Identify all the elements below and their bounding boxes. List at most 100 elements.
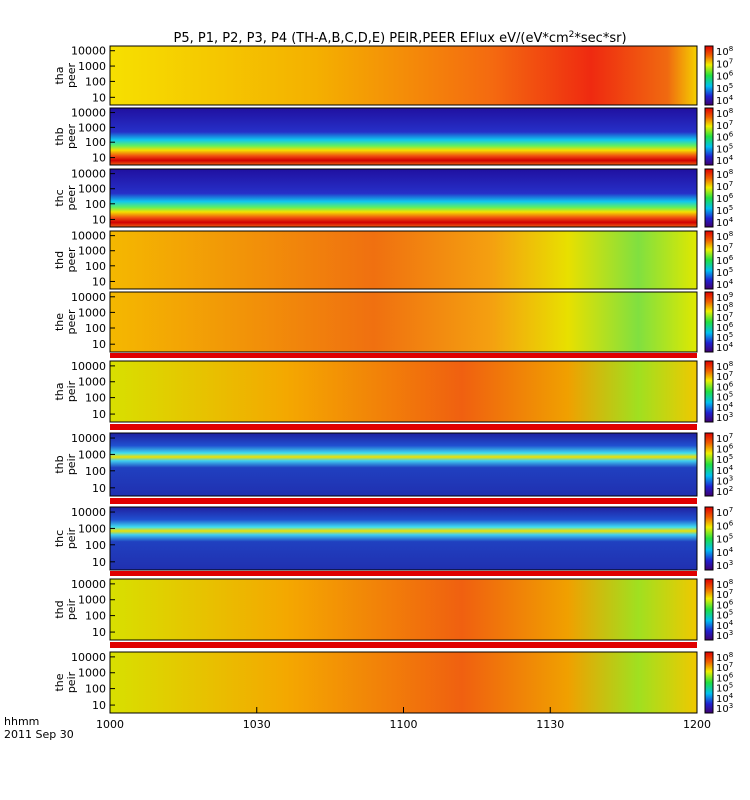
mode-flag-bar [110, 571, 697, 576]
colorbar [704, 230, 714, 290]
colorbar-tick-label: 105 [716, 266, 733, 279]
colorbar-tick-label: 108 [716, 651, 733, 664]
colorbar-tick-label: 102 [716, 485, 733, 498]
colorbar-tick-label: 106 [716, 519, 734, 532]
y-label-probe: thc [53, 189, 66, 206]
y-tick-label: 1000 [78, 667, 106, 680]
y-tick-label: 100 [85, 322, 106, 335]
y-tick-label: 10 [92, 626, 106, 639]
mode-flag-bar [110, 424, 697, 430]
colorbar-tick-label: 106 [716, 443, 734, 456]
x-tick-label: 1100 [390, 718, 418, 731]
y-tick-label: 10000 [71, 230, 106, 243]
y-tick-label: 100 [85, 136, 106, 149]
colorbar [704, 291, 714, 353]
colorbar-tick-label: 104 [716, 216, 734, 229]
y-label-probe: thd [53, 600, 66, 618]
y-tick-label: 10000 [71, 360, 106, 373]
y-tick-label: 100 [85, 465, 106, 478]
colorbar-tick-label: 104 [716, 619, 734, 632]
y-label-instrument: peer [65, 124, 78, 150]
y-tick-label: 10000 [71, 45, 106, 58]
colorbar-tick-label: 104 [716, 692, 734, 705]
y-tick-label: 10000 [71, 651, 106, 664]
colorbar [704, 168, 714, 228]
colorbar-tick-label: 108 [716, 578, 733, 591]
y-tick-label: 10 [92, 152, 106, 165]
colorbar-tick-label: 106 [716, 598, 734, 611]
y-tick-label: 10 [92, 408, 106, 421]
y-tick-label: 10 [92, 482, 106, 495]
x-origin-label: hhmm [4, 715, 39, 728]
y-label-probe: thb [53, 455, 66, 473]
y-tick-label: 100 [85, 392, 106, 405]
y-tick-label: 10 [92, 338, 106, 351]
colorbar-tick-label: 103 [716, 474, 733, 487]
colorbar-tick-label: 107 [716, 588, 733, 601]
mode-flag-bar [110, 642, 697, 648]
colorbar [704, 578, 714, 641]
y-label-instrument: peir [65, 671, 78, 693]
colorbar-tick-label: 107 [716, 57, 733, 70]
y-label-instrument: peer [65, 63, 78, 89]
y-label-probe: the [53, 313, 66, 331]
y-tick-label: 1000 [78, 121, 106, 134]
colorbar-tick-label: 108 [716, 360, 733, 373]
colorbar-tick-label: 108 [716, 168, 733, 181]
y-tick-label: 10000 [71, 432, 106, 445]
mode-flag-bar [110, 498, 697, 504]
colorbar [704, 432, 714, 497]
colorbar-tick-label: 104 [716, 546, 734, 559]
colorbar-tick-label: 107 [716, 242, 733, 255]
y-tick-label: 1000 [78, 376, 106, 389]
spectrogram-image [109, 506, 698, 571]
colorbar [704, 45, 714, 106]
spectrogram-image [109, 432, 698, 497]
colorbar-tick-label: 107 [716, 370, 733, 383]
y-tick-label: 1000 [78, 522, 106, 535]
colorbar-tick-label: 104 [716, 94, 734, 107]
spectrogram-image [109, 291, 698, 353]
colorbar-tick-label: 105 [716, 142, 733, 155]
y-tick-label: 10000 [71, 107, 106, 120]
colorbar-tick-label: 103 [716, 559, 733, 572]
y-tick-label: 10 [92, 213, 106, 226]
y-label-instrument: peir [65, 380, 78, 402]
y-label-probe: the [53, 673, 66, 691]
y-label-probe: thb [53, 127, 66, 145]
colorbar-tick-label: 105 [716, 391, 733, 404]
y-tick-label: 10 [92, 275, 106, 288]
y-label-probe: tha [53, 66, 66, 84]
x-tick-label: 1200 [683, 718, 711, 731]
colorbar-tick-label: 108 [716, 107, 733, 120]
x-tick-label: 1000 [96, 718, 124, 731]
spectrogram-image [109, 360, 698, 423]
spectrogram-image [109, 168, 698, 228]
colorbar-tick-label: 105 [716, 533, 733, 546]
colorbar-tick-label: 106 [716, 321, 734, 334]
colorbar-tick-label: 107 [716, 506, 733, 519]
y-label-probe: tha [53, 382, 66, 400]
colorbar-tick-label: 107 [716, 311, 733, 324]
colorbar-tick-label: 108 [716, 45, 733, 58]
colorbar-tick-label: 104 [716, 154, 734, 167]
colorbar-tick-label: 108 [716, 230, 733, 243]
x-tick-label: 1030 [243, 718, 271, 731]
spectrogram-image [109, 230, 698, 290]
y-label-instrument: peir [65, 527, 78, 549]
y-label-instrument: peir [65, 598, 78, 620]
y-tick-label: 1000 [78, 448, 106, 461]
y-tick-label: 1000 [78, 594, 106, 607]
colorbar-tick-label: 107 [716, 180, 733, 193]
y-tick-label: 10 [92, 556, 106, 569]
spectrogram-image [109, 578, 698, 641]
colorbar-tick-label: 106 [716, 254, 734, 267]
y-label-instrument: peer [65, 185, 78, 211]
